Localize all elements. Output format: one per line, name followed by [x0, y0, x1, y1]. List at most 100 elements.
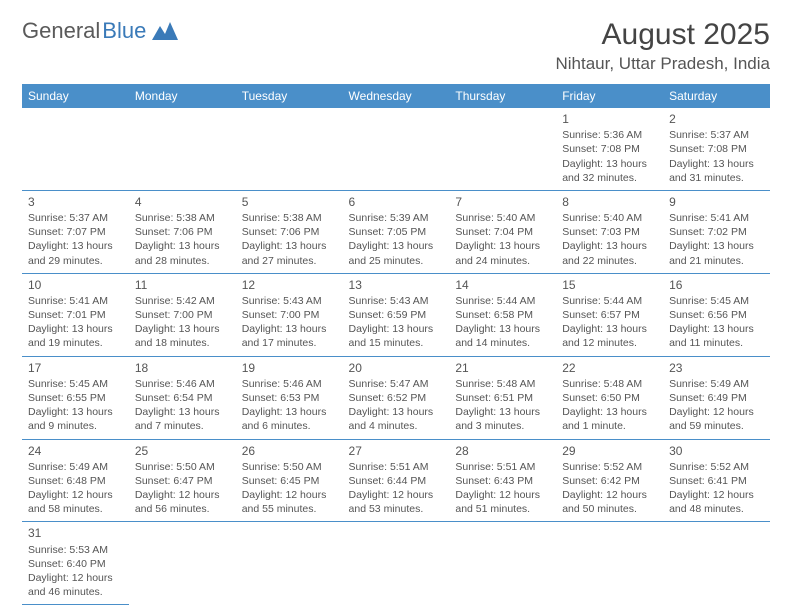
- daylight-line: Daylight: 12 hours and 56 minutes.: [135, 488, 230, 516]
- day-number: 21: [455, 360, 550, 376]
- daylight-line: Daylight: 13 hours and 1 minute.: [562, 405, 657, 433]
- sunset-line: Sunset: 7:06 PM: [242, 225, 337, 239]
- sunrise-line: Sunrise: 5:50 AM: [242, 460, 337, 474]
- day-number: 30: [669, 443, 764, 459]
- day-number: 22: [562, 360, 657, 376]
- sunrise-line: Sunrise: 5:52 AM: [562, 460, 657, 474]
- day-number: 5: [242, 194, 337, 210]
- calendar-cell: [343, 522, 450, 605]
- sunrise-line: Sunrise: 5:40 AM: [455, 211, 550, 225]
- calendar-cell: 1Sunrise: 5:36 AMSunset: 7:08 PMDaylight…: [556, 108, 663, 190]
- day-number: 12: [242, 277, 337, 293]
- day-number: 3: [28, 194, 123, 210]
- sunset-line: Sunset: 6:51 PM: [455, 391, 550, 405]
- calendar-cell: 5Sunrise: 5:38 AMSunset: 7:06 PMDaylight…: [236, 190, 343, 273]
- sunrise-line: Sunrise: 5:53 AM: [28, 543, 123, 557]
- sunset-line: Sunset: 6:41 PM: [669, 474, 764, 488]
- daylight-line: Daylight: 13 hours and 29 minutes.: [28, 239, 123, 267]
- sunset-line: Sunset: 6:57 PM: [562, 308, 657, 322]
- calendar-cell: [236, 108, 343, 190]
- calendar-row: 10Sunrise: 5:41 AMSunset: 7:01 PMDayligh…: [22, 273, 770, 356]
- sunrise-line: Sunrise: 5:40 AM: [562, 211, 657, 225]
- sunrise-line: Sunrise: 5:51 AM: [455, 460, 550, 474]
- daylight-line: Daylight: 12 hours and 46 minutes.: [28, 571, 123, 599]
- col-tuesday: Tuesday: [236, 84, 343, 108]
- header: GeneralBlue August 2025 Nihtaur, Uttar P…: [22, 18, 770, 74]
- sunrise-line: Sunrise: 5:47 AM: [349, 377, 444, 391]
- sunrise-line: Sunrise: 5:44 AM: [562, 294, 657, 308]
- day-number: 7: [455, 194, 550, 210]
- sunset-line: Sunset: 6:59 PM: [349, 308, 444, 322]
- sunrise-line: Sunrise: 5:44 AM: [455, 294, 550, 308]
- calendar-cell: 8Sunrise: 5:40 AMSunset: 7:03 PMDaylight…: [556, 190, 663, 273]
- sunrise-line: Sunrise: 5:45 AM: [28, 377, 123, 391]
- calendar-cell: [449, 522, 556, 605]
- daylight-line: Daylight: 13 hours and 15 minutes.: [349, 322, 444, 350]
- calendar-cell: 12Sunrise: 5:43 AMSunset: 7:00 PMDayligh…: [236, 273, 343, 356]
- calendar-cell: 30Sunrise: 5:52 AMSunset: 6:41 PMDayligh…: [663, 439, 770, 522]
- sunrise-line: Sunrise: 5:37 AM: [669, 128, 764, 142]
- col-thursday: Thursday: [449, 84, 556, 108]
- calendar-row: 31Sunrise: 5:53 AMSunset: 6:40 PMDayligh…: [22, 522, 770, 605]
- calendar-cell: 23Sunrise: 5:49 AMSunset: 6:49 PMDayligh…: [663, 356, 770, 439]
- day-number: 10: [28, 277, 123, 293]
- sunset-line: Sunset: 6:54 PM: [135, 391, 230, 405]
- calendar-cell: [663, 522, 770, 605]
- daylight-line: Daylight: 12 hours and 50 minutes.: [562, 488, 657, 516]
- calendar-cell: 11Sunrise: 5:42 AMSunset: 7:00 PMDayligh…: [129, 273, 236, 356]
- day-number: 8: [562, 194, 657, 210]
- col-saturday: Saturday: [663, 84, 770, 108]
- calendar-cell: [129, 108, 236, 190]
- sunrise-line: Sunrise: 5:37 AM: [28, 211, 123, 225]
- calendar-cell: 20Sunrise: 5:47 AMSunset: 6:52 PMDayligh…: [343, 356, 450, 439]
- sunrise-line: Sunrise: 5:48 AM: [562, 377, 657, 391]
- day-number: 6: [349, 194, 444, 210]
- calendar-cell: 28Sunrise: 5:51 AMSunset: 6:43 PMDayligh…: [449, 439, 556, 522]
- day-number: 24: [28, 443, 123, 459]
- logo-text-2: Blue: [102, 18, 146, 44]
- sunrise-line: Sunrise: 5:52 AM: [669, 460, 764, 474]
- daylight-line: Daylight: 13 hours and 24 minutes.: [455, 239, 550, 267]
- daylight-line: Daylight: 13 hours and 25 minutes.: [349, 239, 444, 267]
- sunrise-line: Sunrise: 5:46 AM: [242, 377, 337, 391]
- sunrise-line: Sunrise: 5:46 AM: [135, 377, 230, 391]
- sunrise-line: Sunrise: 5:48 AM: [455, 377, 550, 391]
- daylight-line: Daylight: 13 hours and 32 minutes.: [562, 157, 657, 185]
- calendar-cell: 10Sunrise: 5:41 AMSunset: 7:01 PMDayligh…: [22, 273, 129, 356]
- sunset-line: Sunset: 6:47 PM: [135, 474, 230, 488]
- calendar-cell: 14Sunrise: 5:44 AMSunset: 6:58 PMDayligh…: [449, 273, 556, 356]
- calendar-cell: [449, 108, 556, 190]
- daylight-line: Daylight: 13 hours and 21 minutes.: [669, 239, 764, 267]
- day-number: 19: [242, 360, 337, 376]
- daylight-line: Daylight: 12 hours and 55 minutes.: [242, 488, 337, 516]
- sunrise-line: Sunrise: 5:50 AM: [135, 460, 230, 474]
- calendar-cell: 4Sunrise: 5:38 AMSunset: 7:06 PMDaylight…: [129, 190, 236, 273]
- sunrise-line: Sunrise: 5:43 AM: [349, 294, 444, 308]
- sunrise-line: Sunrise: 5:36 AM: [562, 128, 657, 142]
- sunrise-line: Sunrise: 5:38 AM: [135, 211, 230, 225]
- daylight-line: Daylight: 13 hours and 27 minutes.: [242, 239, 337, 267]
- calendar-table: Sunday Monday Tuesday Wednesday Thursday…: [22, 84, 770, 605]
- day-number: 9: [669, 194, 764, 210]
- day-number: 4: [135, 194, 230, 210]
- daylight-line: Daylight: 12 hours and 53 minutes.: [349, 488, 444, 516]
- sunset-line: Sunset: 7:04 PM: [455, 225, 550, 239]
- daylight-line: Daylight: 13 hours and 14 minutes.: [455, 322, 550, 350]
- sunrise-line: Sunrise: 5:39 AM: [349, 211, 444, 225]
- calendar-cell: 17Sunrise: 5:45 AMSunset: 6:55 PMDayligh…: [22, 356, 129, 439]
- calendar-cell: 18Sunrise: 5:46 AMSunset: 6:54 PMDayligh…: [129, 356, 236, 439]
- sunset-line: Sunset: 6:53 PM: [242, 391, 337, 405]
- daylight-line: Daylight: 12 hours and 58 minutes.: [28, 488, 123, 516]
- day-number: 18: [135, 360, 230, 376]
- sunrise-line: Sunrise: 5:41 AM: [669, 211, 764, 225]
- day-number: 26: [242, 443, 337, 459]
- sunset-line: Sunset: 6:55 PM: [28, 391, 123, 405]
- calendar-cell: 9Sunrise: 5:41 AMSunset: 7:02 PMDaylight…: [663, 190, 770, 273]
- daylight-line: Daylight: 12 hours and 51 minutes.: [455, 488, 550, 516]
- daylight-line: Daylight: 13 hours and 19 minutes.: [28, 322, 123, 350]
- col-wednesday: Wednesday: [343, 84, 450, 108]
- sunset-line: Sunset: 7:00 PM: [242, 308, 337, 322]
- logo-text-1: General: [22, 18, 100, 44]
- calendar-cell: 15Sunrise: 5:44 AMSunset: 6:57 PMDayligh…: [556, 273, 663, 356]
- day-number: 15: [562, 277, 657, 293]
